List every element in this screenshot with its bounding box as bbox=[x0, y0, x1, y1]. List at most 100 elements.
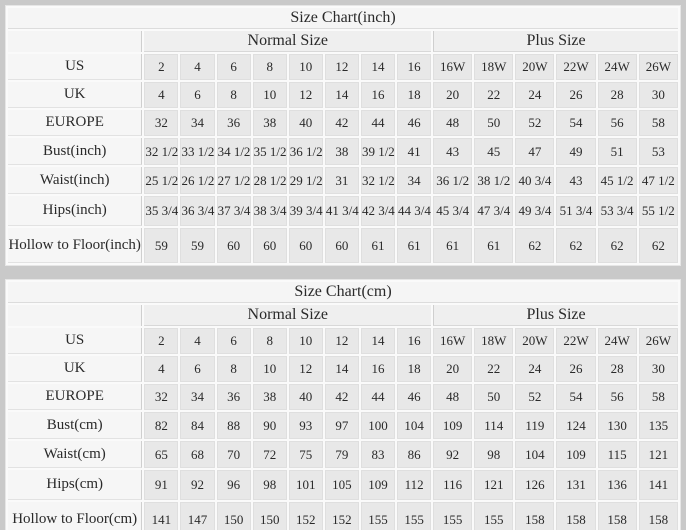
size-value-cell: 48 bbox=[433, 384, 473, 410]
size-value-cell: 70 bbox=[216, 441, 251, 468]
size-value-cell: 60 bbox=[252, 228, 287, 263]
table-row: EUROPE 32 34 36 38 40 42 44 46 48 50 52 54 56 58 bbox=[8, 110, 678, 136]
size-value-cell: 2 bbox=[144, 54, 179, 80]
size-value-cell: 26W bbox=[638, 328, 678, 354]
size-value-cell: 18W bbox=[474, 328, 514, 354]
chart-title: Size Chart(cm) bbox=[8, 282, 678, 303]
size-value-cell: 40 bbox=[288, 110, 323, 136]
size-value-cell: 60 bbox=[288, 228, 323, 263]
size-value-cell: 34 bbox=[397, 167, 432, 194]
size-value-cell: 155 bbox=[474, 502, 514, 530]
size-value-cell: 114 bbox=[474, 412, 514, 439]
size-value-cell: 104 bbox=[515, 441, 555, 468]
size-value-cell: 116 bbox=[433, 470, 473, 500]
size-value-cell: 62 bbox=[638, 228, 678, 263]
size-value-cell: 61 bbox=[360, 228, 396, 263]
size-value-cell: 25 1/2 bbox=[144, 167, 179, 194]
size-value-cell: 98 bbox=[474, 441, 514, 468]
size-value-cell: 22W bbox=[556, 54, 596, 80]
size-value-cell: 20 bbox=[433, 82, 473, 108]
size-value-cell: 56 bbox=[597, 110, 637, 136]
size-value-cell: 124 bbox=[556, 412, 596, 439]
size-value-cell: 51 3/4 bbox=[556, 196, 596, 226]
size-value-cell: 93 bbox=[288, 412, 323, 439]
size-value-cell: 72 bbox=[252, 441, 287, 468]
size-value-cell: 115 bbox=[597, 441, 637, 468]
size-value-cell: 18 bbox=[397, 82, 432, 108]
row-label: Bust(inch) bbox=[8, 138, 143, 165]
size-value-cell: 60 bbox=[324, 228, 359, 263]
size-value-cell: 36 bbox=[216, 110, 251, 136]
size-value-cell: 155 bbox=[360, 502, 396, 530]
size-value-cell: 10 bbox=[252, 82, 287, 108]
size-value-cell: 150 bbox=[252, 502, 287, 530]
row-label: Hollow to Floor(inch) bbox=[8, 228, 143, 263]
size-value-cell: 8 bbox=[252, 54, 287, 80]
size-value-cell: 16 bbox=[360, 82, 396, 108]
size-value-cell: 4 bbox=[144, 356, 179, 382]
size-value-cell: 92 bbox=[433, 441, 473, 468]
table-row: Hollow to Floor(cm) 141 147 150 150 152 152 155… bbox=[8, 502, 678, 530]
size-value-cell: 92 bbox=[180, 470, 215, 500]
row-label: EUROPE bbox=[8, 384, 143, 410]
size-value-cell: 46 bbox=[397, 384, 432, 410]
size-value-cell: 12 bbox=[324, 328, 359, 354]
size-value-cell: 119 bbox=[515, 412, 555, 439]
size-value-cell: 8 bbox=[216, 356, 251, 382]
table-row: UK 4 6 8 10 12 14 16 18 20 22 24 26 28 30 bbox=[8, 82, 678, 108]
size-value-cell: 109 bbox=[433, 412, 473, 439]
size-value-cell: 59 bbox=[144, 228, 179, 263]
size-value-cell: 22 bbox=[474, 82, 514, 108]
size-value-cell: 50 bbox=[474, 110, 514, 136]
size-value-cell: 36 1/2 bbox=[288, 138, 323, 165]
size-value-cell: 32 bbox=[144, 110, 179, 136]
size-chart-cm: Size Chart(cm) Normal Size Plus Size US 2 4 6 8… bbox=[5, 279, 681, 530]
size-value-cell: 14 bbox=[360, 328, 396, 354]
size-value-cell: 16W bbox=[433, 328, 473, 354]
row-label: Bust(cm) bbox=[8, 412, 143, 439]
size-value-cell: 12 bbox=[288, 82, 323, 108]
size-chart-inch: Size Chart(inch) Normal Size Plus Size US 2 4… bbox=[5, 5, 681, 266]
size-value-cell: 10 bbox=[288, 54, 323, 80]
size-value-cell: 96 bbox=[216, 470, 251, 500]
size-value-cell: 59 bbox=[180, 228, 215, 263]
size-value-cell: 38 bbox=[324, 138, 359, 165]
size-value-cell: 47 3/4 bbox=[474, 196, 514, 226]
size-value-cell: 112 bbox=[397, 470, 432, 500]
size-value-cell: 38 1/2 bbox=[474, 167, 514, 194]
size-value-cell: 155 bbox=[433, 502, 473, 530]
size-value-cell: 12 bbox=[288, 356, 323, 382]
size-value-cell: 68 bbox=[180, 441, 215, 468]
size-value-cell: 36 bbox=[216, 384, 251, 410]
size-value-cell: 158 bbox=[515, 502, 555, 530]
size-value-cell: 26 1/2 bbox=[180, 167, 215, 194]
size-value-cell: 6 bbox=[180, 356, 215, 382]
size-value-cell: 28 bbox=[597, 82, 637, 108]
size-value-cell: 34 bbox=[180, 110, 215, 136]
table-row: UK 4 6 8 10 12 14 16 18 20 22 24 26 28 30 bbox=[8, 356, 678, 382]
plus-size-header: Plus Size bbox=[433, 31, 678, 52]
size-value-cell: 33 1/2 bbox=[180, 138, 215, 165]
size-value-cell: 126 bbox=[515, 470, 555, 500]
size-value-cell: 28 1/2 bbox=[252, 167, 287, 194]
size-value-cell: 58 bbox=[638, 110, 678, 136]
size-value-cell: 131 bbox=[556, 470, 596, 500]
size-value-cell: 22W bbox=[556, 328, 596, 354]
size-value-cell: 90 bbox=[252, 412, 287, 439]
size-value-cell: 98 bbox=[252, 470, 287, 500]
size-chart-table: Size Chart(cm) Normal Size Plus Size US 2 4 6 8… bbox=[5, 279, 681, 530]
size-value-cell: 30 bbox=[638, 82, 678, 108]
size-value-cell: 26 bbox=[556, 82, 596, 108]
size-value-cell: 83 bbox=[360, 441, 396, 468]
size-value-cell: 49 bbox=[556, 138, 596, 165]
size-value-cell: 155 bbox=[397, 502, 432, 530]
size-value-cell: 46 bbox=[397, 110, 432, 136]
size-value-cell: 10 bbox=[252, 356, 287, 382]
size-value-cell: 52 bbox=[515, 384, 555, 410]
size-value-cell: 16 bbox=[397, 328, 432, 354]
size-value-cell: 24W bbox=[597, 328, 637, 354]
size-value-cell: 39 3/4 bbox=[288, 196, 323, 226]
size-value-cell: 16 bbox=[360, 356, 396, 382]
size-value-cell: 18 bbox=[397, 356, 432, 382]
size-value-cell: 141 bbox=[638, 470, 678, 500]
